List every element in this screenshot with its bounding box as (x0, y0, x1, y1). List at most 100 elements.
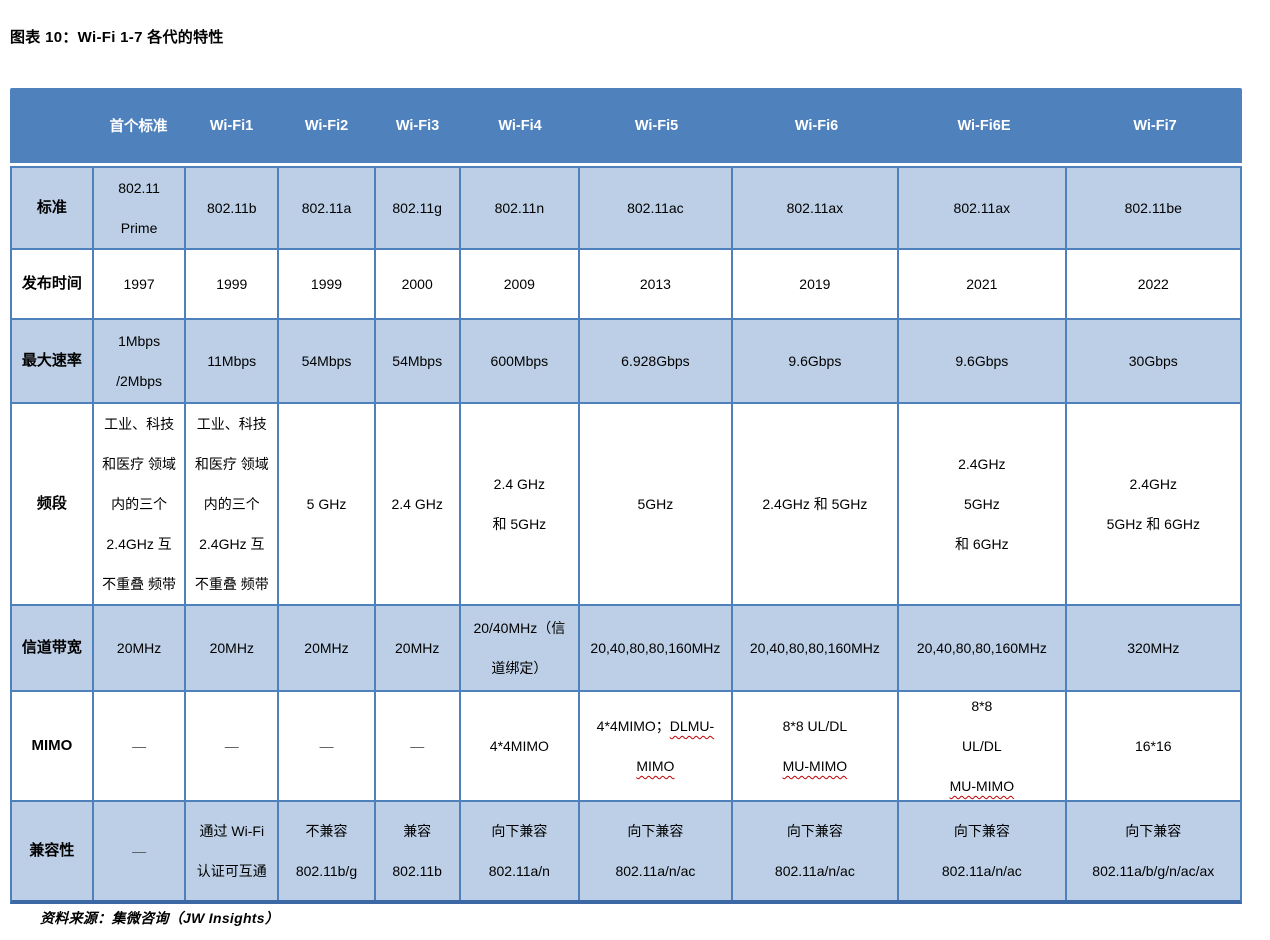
cell-text: — (132, 738, 147, 754)
cell-text: 工业、科技 (196, 416, 267, 432)
cell-text: 不重叠 频带 (194, 576, 269, 592)
cell-text: UL/DL (961, 738, 1002, 754)
table-cell: 802.11b (186, 168, 280, 248)
table-cell: 向下兼容 802.11a/n/ac (733, 802, 900, 900)
table-cell: 20,40,80,80,160MHz (899, 606, 1067, 690)
source-note: 资料来源：集微咨询（JW Insights） (40, 910, 280, 926)
column-header: Wi-Fi1 (209, 117, 254, 134)
table-cell: 802.11n (461, 168, 581, 248)
table-cell: — (94, 802, 187, 900)
table-row: 最大速率 1Mbps/2Mbps 11Mbps 54Mbps 54Mbps 600Mbps… (12, 320, 1240, 404)
table-cell: 向下兼容 802.11a/n/ac (580, 802, 733, 900)
table-cell: 向下兼容 802.11a/n/ac (899, 802, 1067, 900)
cell-text: 通过 Wi-Fi (199, 823, 265, 839)
table-row: 标准 802.11 Prime 802.11b 802.11a 802.11g 802.11… (12, 168, 1240, 250)
cell-text: 道绑定） (491, 660, 548, 676)
cell-text: 20,40,80,80,160MHz (916, 640, 1047, 656)
cell-text: 和医疗 领域 (102, 456, 177, 472)
table-cell: 802.11a (279, 168, 376, 248)
table-cell: 1997 (94, 250, 187, 318)
row-label: 发布时间 (12, 250, 94, 318)
column-header: 首个标准 (109, 119, 168, 135)
cell-text: 802.11a/n/ac (774, 863, 855, 879)
cell-text: DLMU- (669, 718, 715, 734)
cell-text: 802.11b (392, 863, 442, 879)
table-body: 标准 802.11 Prime 802.11b 802.11a 802.11g 802.11… (10, 166, 1242, 904)
table-cell: 802.11be (1067, 168, 1240, 248)
cell-text: 802.11be (1124, 200, 1182, 216)
cell-text: 8*8 (971, 698, 993, 714)
table-cell: 向下兼容 802.11a/n (461, 802, 581, 900)
cell-text: — (132, 843, 147, 859)
table-cell: — (376, 692, 461, 800)
column-header: Wi-Fi3 (395, 117, 440, 134)
table-cell: 20MHz (376, 606, 461, 690)
cell-text: 20MHz (116, 640, 162, 656)
cell-text: 2021 (966, 276, 998, 292)
table-cell: 9.6Gbps (733, 320, 900, 402)
cell-text: 320MHz (1127, 640, 1180, 656)
cell-text: 1999 (310, 276, 343, 292)
cell-text: 2022 (1137, 276, 1169, 292)
row-label: 最大速率 (12, 320, 94, 402)
cell-text: 2.4 GHz (391, 496, 443, 512)
table-cell: 54Mbps (376, 320, 461, 402)
table-cell: 2.4GHz 和 5GHz (733, 404, 900, 604)
table-cell: 20MHz (94, 606, 187, 690)
table-cell: 20/40MHz（信 道绑定） (461, 606, 581, 690)
cell-text: 20,40,80,80,160MHz (749, 640, 880, 656)
table-cell: 2022 (1067, 250, 1240, 318)
column-header: Wi-Fi4 (498, 117, 542, 134)
cell-text: 802.11a/n/ac (615, 863, 696, 879)
cell-text: 2.4GHz 互 (199, 536, 265, 552)
table-cell: 2.4 GHz (376, 404, 461, 604)
wifi-generations-table: 首个标准 Wi-Fi1 Wi-Fi2 Wi-Fi3 Wi-Fi4 Wi-Fi5 Wi-Fi6… (10, 88, 1242, 904)
cell-text: MU-MIMO (949, 778, 1015, 794)
table-cell: 5 GHz (279, 404, 376, 604)
cell-text: 20/40MHz（信 (473, 620, 566, 636)
cell-text: 内的三个 (203, 496, 260, 512)
cell-text: 2.4GHz (958, 456, 1006, 472)
cell-text: MU-MIMO (782, 758, 848, 774)
corner-cell (10, 88, 92, 163)
cell-text: MIMO (636, 758, 675, 774)
table-cell: 802.11ax (733, 168, 900, 248)
cell-text: — (224, 738, 239, 754)
table-cell: 802.11 Prime (94, 168, 187, 248)
cell-text: 802.11ac (627, 200, 684, 216)
cell-text: 16*16 (1134, 738, 1172, 754)
cell-text: 2.4GHz (1129, 476, 1177, 492)
cell-text: 兼容性 (29, 842, 75, 859)
cell-text: 11Mbps (207, 353, 257, 369)
cell-text: 向下兼容 (786, 823, 843, 839)
cell-text: 802.11 (118, 180, 160, 196)
cell-text: 频段 (36, 495, 67, 512)
table-cell: 20MHz (186, 606, 280, 690)
cell-text: 20MHz (209, 640, 254, 656)
table-row: 兼容性 — 通过 Wi-Fi 认证可互通 不兼容 802.11b/g 兼容 802.11b 向下… (12, 802, 1240, 900)
column-header: Wi-Fi6E (957, 117, 1011, 134)
cell-text: 8*8 UL/DL (782, 718, 848, 734)
table-cell: 9.6Gbps (899, 320, 1067, 402)
cell-text: 802.11b/g (295, 863, 358, 879)
table-cell: 8*8 UL/DL MU-MIMO (899, 692, 1067, 800)
table-cell: 2021 (899, 250, 1067, 318)
table-cell: 工业、科技 和医疗 领域 内的三个 2.4GHz 互不重叠 频带 (186, 404, 280, 604)
table-row: MIMO — — — — 4*4MIMO 4*4MIMO；DLMU- MIMO 8*8 UL/D… (12, 692, 1240, 802)
table-cell: 802.11ax (899, 168, 1067, 248)
table-cell: 2019 (733, 250, 900, 318)
cell-text: 信道带宽 (21, 639, 82, 656)
table-cell: 4*4MIMO；DLMU- MIMO (580, 692, 733, 800)
cell-text: 2013 (639, 276, 671, 292)
cell-text: 802.11a/b/g/n/ac/ax (1092, 863, 1215, 879)
table-row: 发布时间 1997 1999 1999 2000 2009 2013 2019 2021 2022 (12, 250, 1240, 320)
table-cell: 2013 (580, 250, 733, 318)
cell-text: — (410, 738, 425, 754)
cell-text: 2.4 GHz (493, 476, 546, 492)
cell-text: 802.11n (494, 200, 545, 216)
column-header: Wi-Fi6 (794, 117, 839, 134)
cell-text: 5GHz 和 6GHz (1106, 516, 1200, 532)
cell-text: 802.11g (392, 200, 442, 216)
table-cell: 1999 (186, 250, 280, 318)
cell-text: 802.11ax (953, 200, 1011, 216)
